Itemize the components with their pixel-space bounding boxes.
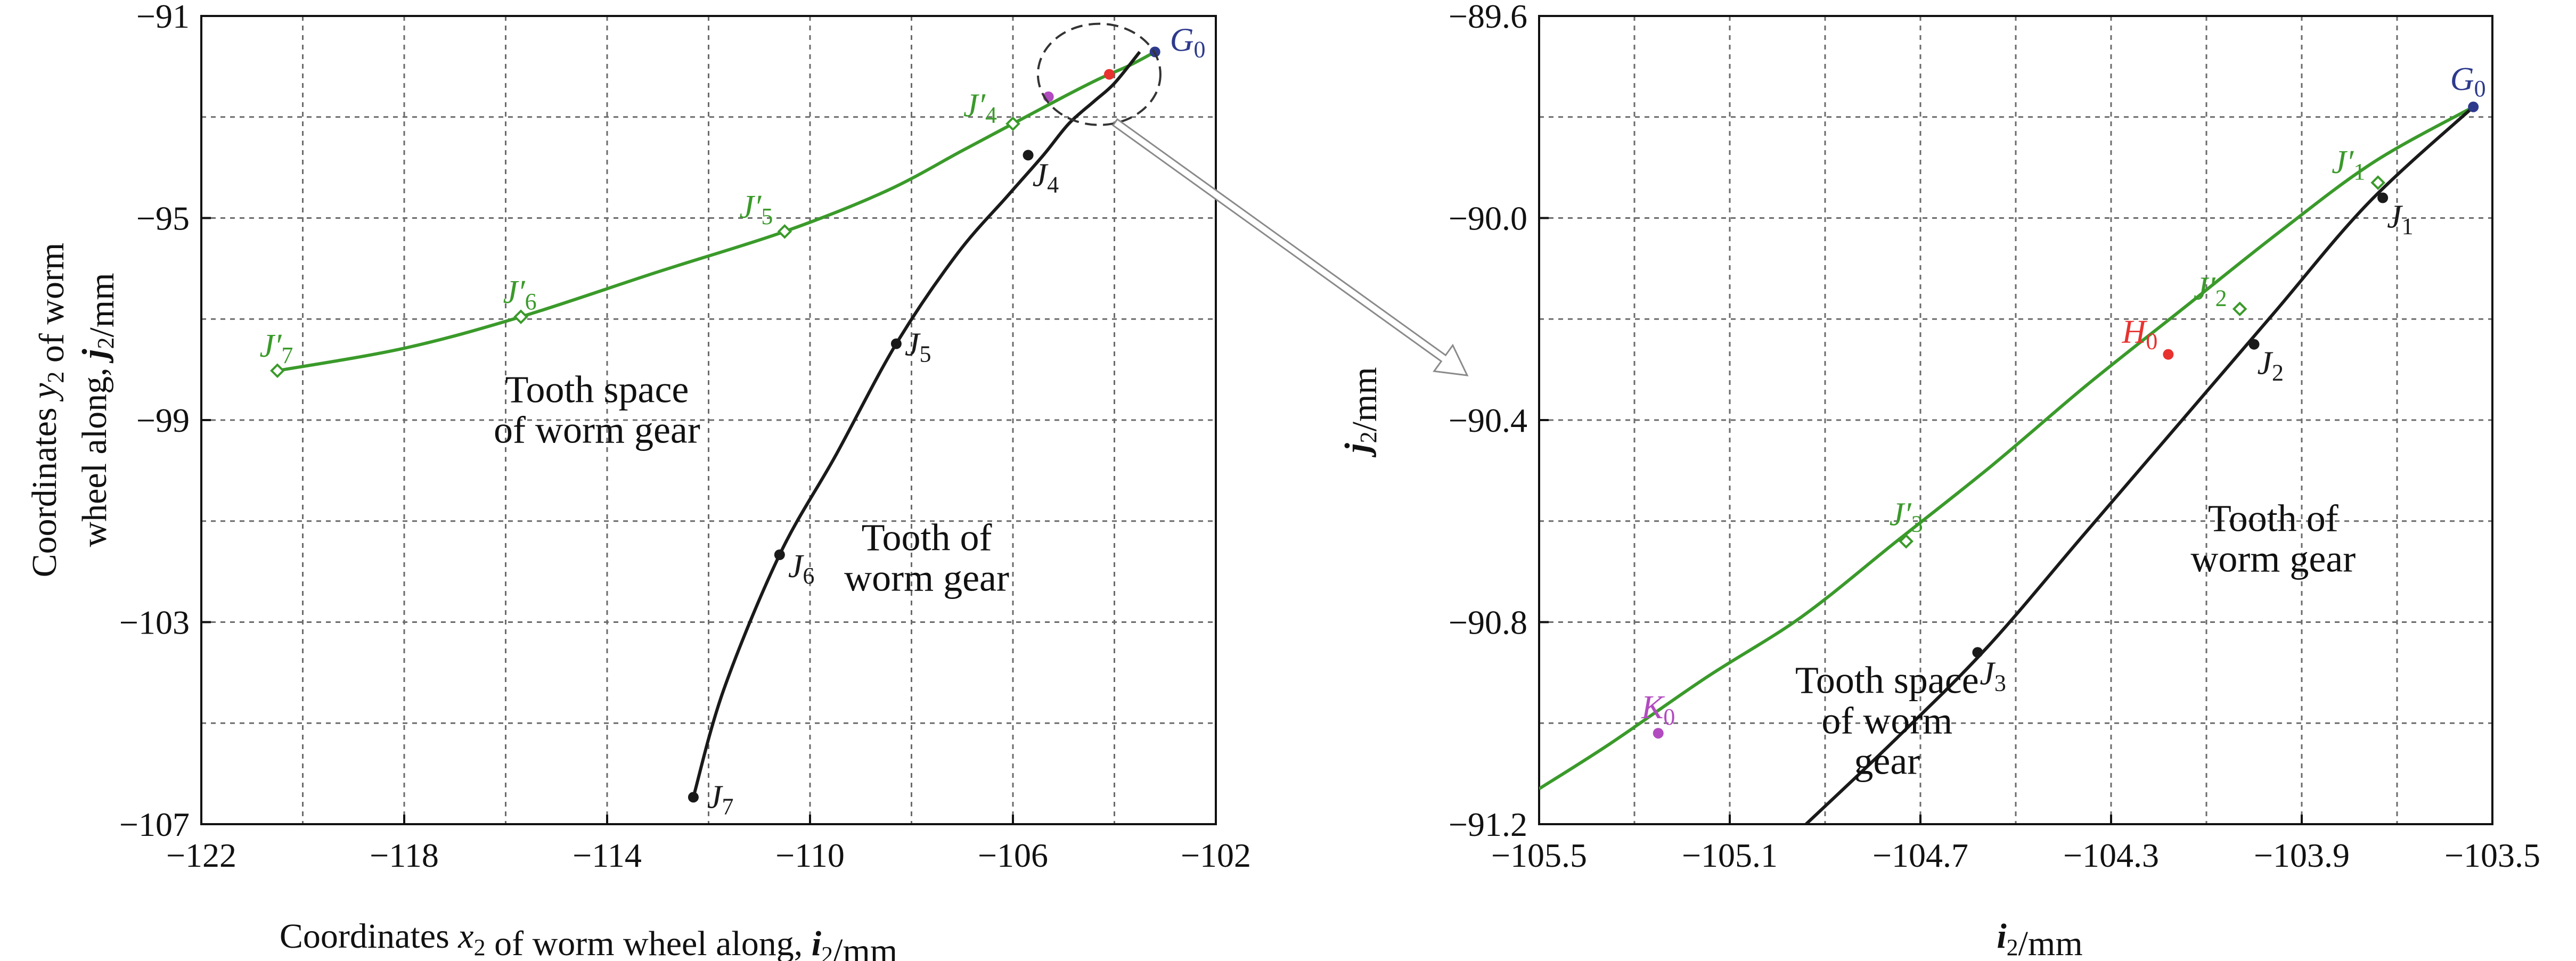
right-point-label: J′2 xyxy=(2194,270,2227,311)
right-point-label: G0 xyxy=(2450,61,2486,102)
right-y-axis-label: j2/mm xyxy=(1338,367,1384,457)
right-point-marker xyxy=(2370,175,2386,190)
left-point-label: J6 xyxy=(788,548,815,589)
zoom-ellipse xyxy=(1036,22,1162,126)
right-point-marker xyxy=(2377,192,2389,203)
left-x-axis-label: Coordinates x2 of worm wheel along, i2/m… xyxy=(280,917,897,961)
left-chart: Coordinates x2 of worm wheel along, i2/m… xyxy=(25,0,1251,961)
right-grid xyxy=(1539,16,2492,824)
right-x-tick-label: −104.3 xyxy=(2063,836,2159,874)
left-x-tick-label: −102 xyxy=(1181,836,1251,874)
left-point-marker xyxy=(513,309,528,324)
left-point-label: J7 xyxy=(707,779,734,819)
right-point-label: J1 xyxy=(2387,199,2414,240)
left-point-label: J5 xyxy=(905,327,931,367)
left-point-marker xyxy=(688,792,699,803)
right-x-tick-label: −103.9 xyxy=(2254,836,2350,874)
left-point-marker xyxy=(1023,150,1034,161)
right-y-tick-label: −90.4 xyxy=(1449,401,1527,439)
right-x-axis-label: i2/mm xyxy=(1997,917,2082,961)
right-point-marker xyxy=(2248,339,2260,350)
left-point-marker xyxy=(774,549,785,560)
left-x-tick-label: −106 xyxy=(978,836,1048,874)
right-point-marker xyxy=(1972,647,1983,658)
left-y-tick-label: −99 xyxy=(136,401,190,439)
right-point-label: K0 xyxy=(1641,689,1675,730)
right-point-marker xyxy=(2468,101,2479,112)
left-y-tick-label: −103 xyxy=(119,604,190,642)
right-point-label: J′1 xyxy=(2332,144,2365,185)
left-point-label: J′4 xyxy=(963,87,997,128)
right-point-label: J2 xyxy=(2258,346,2284,386)
left-series-black xyxy=(692,51,1141,798)
left-x-tick-label: −122 xyxy=(166,836,236,874)
right-point-marker xyxy=(1653,728,1664,739)
right-point-marker xyxy=(1899,533,1913,549)
left-point-label: J′5 xyxy=(739,189,773,229)
left-region-annotation: Tooth space of worm gear xyxy=(494,368,700,451)
right-x-tick-label: −105.5 xyxy=(1491,836,1587,874)
right-series-green xyxy=(1539,105,2474,791)
right-chart: i2/mm j2/mm −105.5 −105.1 −104.7 −104.3 −103… xyxy=(1338,0,2540,961)
right-x-tick-label: −105.1 xyxy=(1682,836,1778,874)
left-point-marker xyxy=(270,363,285,379)
left-y-tick-label: −107 xyxy=(119,806,190,843)
zoom-callout xyxy=(1036,22,1469,376)
left-point-label: J′7 xyxy=(259,328,293,368)
left-region-annotation: Tooth of worm gear xyxy=(844,516,1009,599)
right-y-tick-label: −90.0 xyxy=(1449,200,1527,237)
left-x-tick-label: −110 xyxy=(775,836,845,874)
right-y-tick-label: −89.6 xyxy=(1449,0,1527,35)
right-x-tick-label: −103.5 xyxy=(2444,836,2540,874)
left-point-label: J′6 xyxy=(503,274,537,315)
left-series-green xyxy=(277,50,1156,373)
left-y-tick-label: −91 xyxy=(136,0,190,35)
left-y-tick-label: −95 xyxy=(136,200,190,237)
left-x-tick-label: −118 xyxy=(370,836,439,874)
left-grid xyxy=(201,16,1216,824)
left-point-marker xyxy=(1005,116,1020,132)
left-point-marker xyxy=(1103,69,1115,80)
right-point-marker xyxy=(2232,301,2247,317)
right-y-tick-label: −90.8 xyxy=(1449,604,1527,642)
left-point-label: J4 xyxy=(1033,157,1059,198)
left-y-axis-label: Coordinates y2 of wormwheel along, j2/mm xyxy=(25,243,121,578)
left-x-tick-label: −114 xyxy=(573,836,642,874)
right-x-tick-label: −104.7 xyxy=(1872,836,1968,874)
left-point-marker xyxy=(890,338,902,349)
right-series-black xyxy=(1805,105,2475,824)
right-region-annotation: Tooth space of worm gear xyxy=(1795,659,1979,782)
right-point-marker xyxy=(2163,349,2174,360)
right-point-label: J′3 xyxy=(1890,497,1923,537)
zoom-arrow xyxy=(1111,118,1469,376)
right-point-label: J3 xyxy=(1980,655,2006,696)
left-point-marker xyxy=(777,224,792,239)
right-point-label: H0 xyxy=(2122,314,2158,355)
right-region-annotation: Tooth of worm gear xyxy=(2190,497,2356,580)
left-point-label: G0 xyxy=(1170,22,1206,62)
right-y-tick-label: −91.2 xyxy=(1449,806,1527,843)
